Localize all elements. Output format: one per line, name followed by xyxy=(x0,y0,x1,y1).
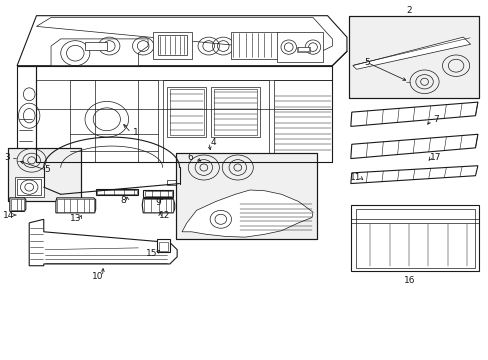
Text: 3: 3 xyxy=(4,153,10,162)
Text: 15: 15 xyxy=(146,249,157,258)
Text: 7: 7 xyxy=(432,116,438,125)
Bar xyxy=(167,180,179,185)
Text: 5: 5 xyxy=(44,166,50,175)
Bar xyxy=(169,89,203,135)
Text: 2: 2 xyxy=(406,6,411,15)
Text: 1: 1 xyxy=(133,129,139,138)
Bar xyxy=(57,199,94,212)
Text: 13: 13 xyxy=(69,214,81,223)
Bar xyxy=(8,148,81,202)
Bar xyxy=(153,32,191,59)
Polygon shape xyxy=(17,66,37,162)
Bar xyxy=(348,16,478,98)
Polygon shape xyxy=(10,198,26,211)
Polygon shape xyxy=(37,18,332,53)
Bar xyxy=(158,35,186,55)
Bar xyxy=(167,87,206,137)
Polygon shape xyxy=(350,102,477,126)
Text: 4: 4 xyxy=(210,138,216,147)
Text: 9: 9 xyxy=(155,198,160,207)
Bar xyxy=(85,42,106,50)
Polygon shape xyxy=(56,198,96,213)
Text: 5: 5 xyxy=(364,58,369,67)
Bar xyxy=(276,32,322,62)
Polygon shape xyxy=(143,190,173,197)
Text: 16: 16 xyxy=(404,276,415,285)
Bar xyxy=(15,177,43,197)
Bar xyxy=(230,32,279,59)
Polygon shape xyxy=(352,37,469,69)
Bar xyxy=(144,191,171,197)
Bar xyxy=(176,153,316,239)
Text: 11: 11 xyxy=(349,173,361,182)
Bar xyxy=(11,199,24,210)
Polygon shape xyxy=(51,39,148,66)
Bar xyxy=(211,87,259,137)
Bar xyxy=(70,80,158,162)
Bar xyxy=(157,239,170,252)
Bar xyxy=(348,16,478,98)
Bar xyxy=(159,242,168,251)
Bar xyxy=(163,80,269,162)
Text: 12: 12 xyxy=(159,211,170,220)
Polygon shape xyxy=(350,134,477,158)
Polygon shape xyxy=(142,199,174,213)
Bar xyxy=(47,183,64,189)
Polygon shape xyxy=(17,16,346,66)
Text: 10: 10 xyxy=(92,272,103,281)
Bar xyxy=(274,80,332,162)
Text: 14: 14 xyxy=(2,211,14,220)
Text: 17: 17 xyxy=(429,153,441,162)
Bar xyxy=(144,199,173,212)
Bar xyxy=(17,179,41,195)
Bar xyxy=(213,89,257,135)
Polygon shape xyxy=(350,166,477,184)
Bar xyxy=(298,48,308,51)
Polygon shape xyxy=(182,190,312,237)
Text: 6: 6 xyxy=(187,153,193,162)
Bar xyxy=(97,190,137,194)
Bar xyxy=(297,47,309,52)
Text: 8: 8 xyxy=(120,196,125,205)
Bar xyxy=(176,153,316,239)
Bar xyxy=(8,148,81,202)
Polygon shape xyxy=(96,189,138,195)
Bar xyxy=(350,205,478,271)
Bar xyxy=(355,208,473,267)
Polygon shape xyxy=(29,219,177,266)
